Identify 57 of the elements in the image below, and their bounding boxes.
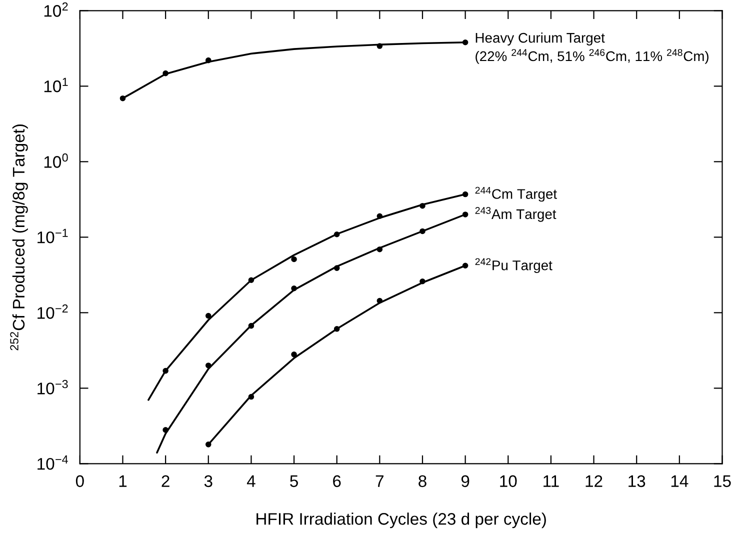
y-tick-label: 10$^{−2}$ xyxy=(38,304,68,319)
point xyxy=(462,262,468,269)
x-tick-label: 15 xyxy=(714,475,731,488)
series-label: $^{244}$Cm Target xyxy=(475,186,557,202)
series-label: $^{243}$Am Target xyxy=(475,207,556,222)
point xyxy=(205,312,212,319)
x-tick-label: 0 xyxy=(76,475,84,488)
point xyxy=(334,265,340,271)
point xyxy=(205,442,212,448)
point xyxy=(248,277,254,284)
point xyxy=(376,43,383,49)
point xyxy=(334,231,340,238)
point xyxy=(420,202,426,209)
x-tick-label: 12 xyxy=(586,475,602,487)
x-tick-label: 3 xyxy=(204,475,212,488)
point xyxy=(462,212,468,218)
point xyxy=(120,95,126,102)
y-tick-label: 10$^{1}$ xyxy=(44,78,68,92)
y-axis-title: $^{252}$Cf Produced (mg/8g Target) xyxy=(10,124,28,350)
y-tick-label: 10$^{−3}$ xyxy=(38,380,68,394)
x-tick-label: 11 xyxy=(544,475,559,487)
point xyxy=(420,278,426,284)
point xyxy=(291,256,297,262)
point xyxy=(291,352,297,358)
y-tick-label: 10$^{−1}$ xyxy=(38,228,68,244)
point xyxy=(162,427,168,433)
point xyxy=(205,57,212,64)
y-tick-label: 10$^{0}$ xyxy=(44,153,68,168)
x-tick-label: 4 xyxy=(246,475,256,487)
x-tick-label: 9 xyxy=(461,475,470,488)
point xyxy=(420,228,426,234)
point xyxy=(162,70,168,76)
x-tick-label: 5 xyxy=(290,475,298,488)
point xyxy=(462,40,468,46)
point xyxy=(205,362,212,368)
point xyxy=(334,326,340,332)
point xyxy=(376,298,383,304)
x-tick-label: 1 xyxy=(119,475,127,487)
x-tick-label: 2 xyxy=(162,475,170,487)
point xyxy=(248,394,254,400)
point xyxy=(376,213,383,220)
x-tick-label: 7 xyxy=(376,475,384,487)
legend-label: Heavy Curium Target (22% $^{244}$Cm, 51% $^{246}$Cm, 11% $^{248}$Cm) xyxy=(476,32,708,64)
x-tick-label: 8 xyxy=(418,475,426,488)
y-tick-label: 10$^{2}$ xyxy=(44,2,68,17)
point xyxy=(376,246,383,252)
x-tick-label: 10 xyxy=(500,475,517,488)
x-tick-label: 14 xyxy=(671,475,688,487)
point xyxy=(291,285,297,292)
x-axis-title: HFIR Irradiation Cycles (23 d per cycle) xyxy=(256,512,546,528)
series-label: $^{242}$Pu Target xyxy=(475,258,552,274)
point xyxy=(248,322,254,329)
x-tick-label: 13 xyxy=(628,475,646,488)
y-tick-label: 10$^{−4}$ xyxy=(38,455,68,470)
x-tick-label: 6 xyxy=(333,475,341,488)
point xyxy=(162,368,168,374)
point xyxy=(462,191,468,198)
